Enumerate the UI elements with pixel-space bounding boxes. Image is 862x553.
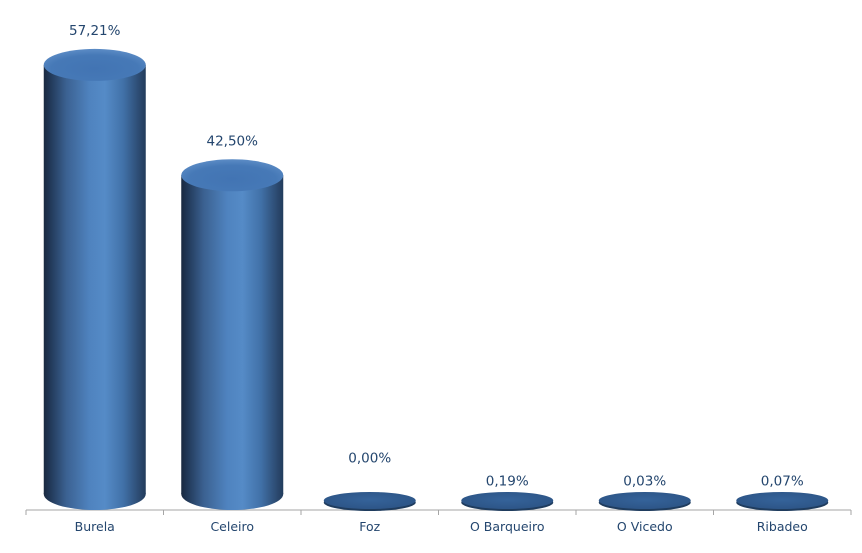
bar-group <box>181 159 284 510</box>
category-label: Burela <box>75 519 115 534</box>
bar-flat-disk[interactable] <box>736 492 829 509</box>
value-label: 42,50% <box>207 133 259 149</box>
category-label: Ribadeo <box>757 519 808 534</box>
bar-flat-disk[interactable] <box>323 492 416 509</box>
category-label: O Vicedo <box>617 519 673 534</box>
bar-cylinder[interactable] <box>43 64 146 495</box>
bar-cylinder[interactable] <box>181 175 284 494</box>
category-label: Foz <box>359 519 380 534</box>
bar-flat-disk[interactable] <box>598 492 691 509</box>
category-label: Celeiro <box>210 519 254 534</box>
bar-group <box>598 492 691 511</box>
bar-group <box>461 492 554 511</box>
category-label: O Barqueiro <box>470 519 545 534</box>
cylinder-top-cap[interactable] <box>181 159 284 192</box>
bar-flat-disk[interactable] <box>461 492 554 509</box>
value-label: 0,19% <box>486 474 529 490</box>
bar-group <box>323 492 416 511</box>
cylinder-top-cap[interactable] <box>43 48 146 81</box>
value-label: 0,00% <box>348 451 391 467</box>
value-label: 57,21% <box>69 23 121 39</box>
value-label: 0,07% <box>761 474 804 490</box>
value-label: 0,03% <box>623 474 666 490</box>
bar-group <box>736 492 829 511</box>
bar-group <box>43 48 146 510</box>
